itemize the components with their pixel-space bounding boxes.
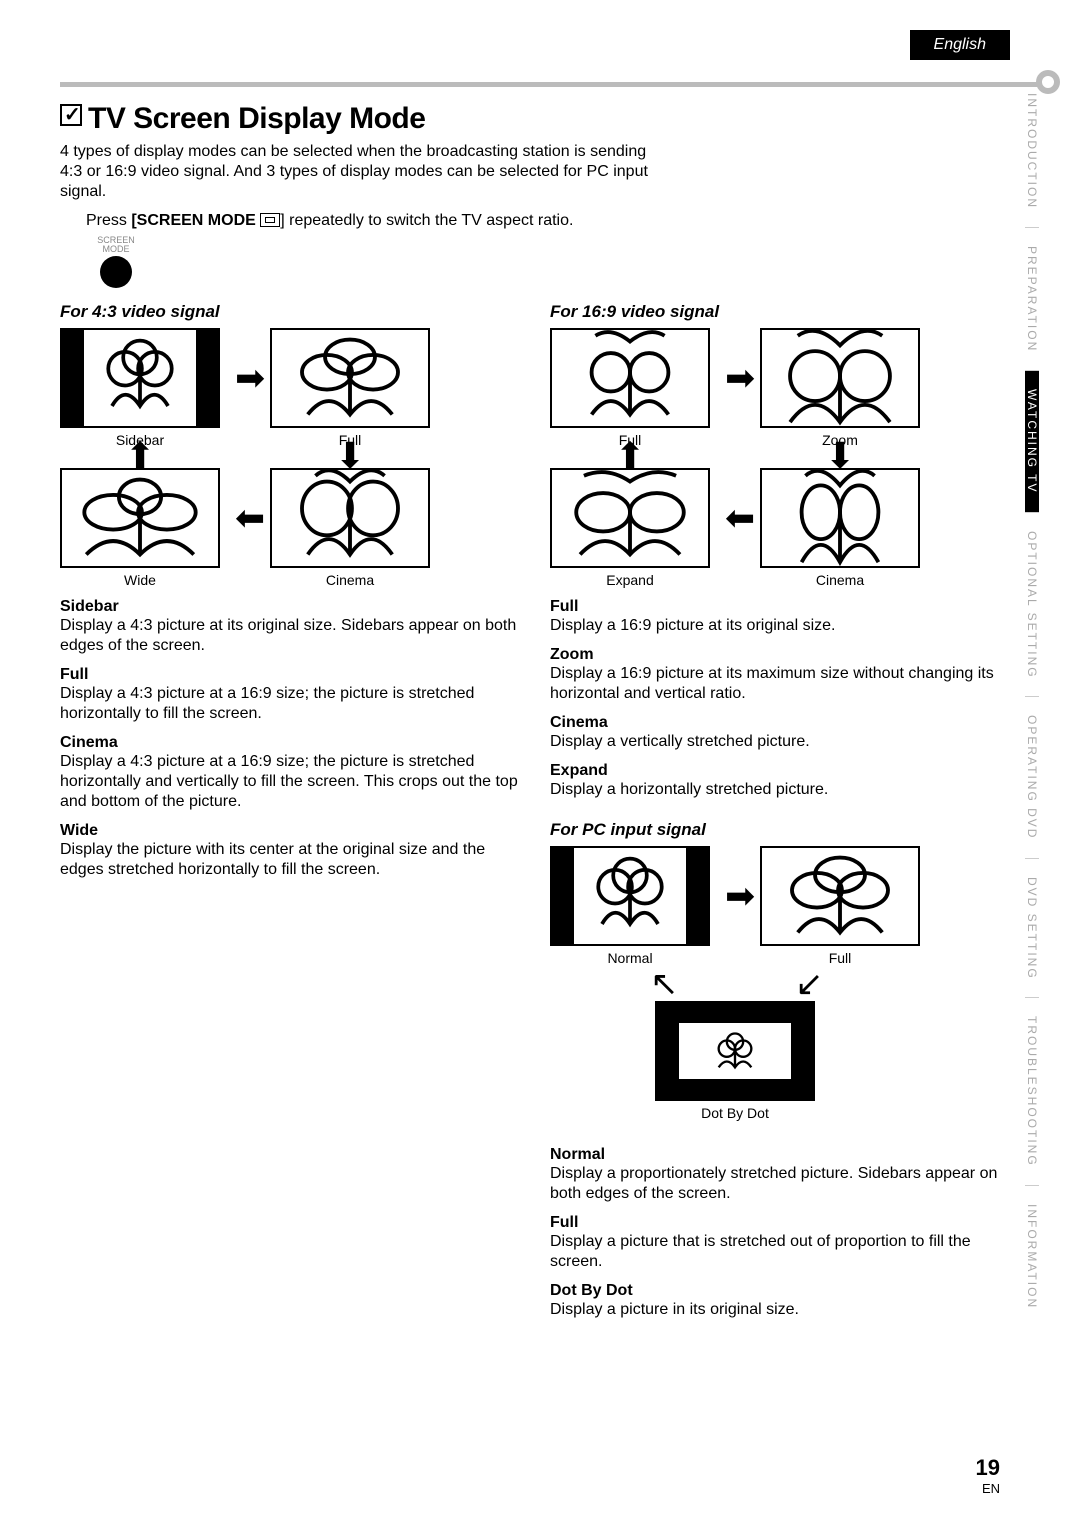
tv-normal-pc [550,846,710,946]
signal-4-3-title: For 4:3 video signal [60,302,520,322]
mode-normal-pc: NormalDisplay a proportionately stretche… [550,1146,1010,1204]
mode-expand: ExpandDisplay a horizontally stretched p… [550,762,1010,800]
arrow-right-icon: ➡ [235,360,265,396]
tv-full-43 [270,328,430,428]
tv-dotbydot [655,1001,815,1101]
mode-zoom: ZoomDisplay a 16:9 picture at its maximu… [550,646,1010,704]
col-4-3: For 4:3 video signal Sidebar Ful [60,302,520,1320]
arrow-diag-icon: ↙ [795,964,824,1004]
tv-zoom [760,328,920,428]
arrow-left-icon: ➡ [235,500,265,536]
label-full-pc: Full [760,950,920,966]
tv-cinema-169 [760,468,920,568]
signal-pc-title: For PC input signal [550,820,1010,840]
mode-full-pc: FullDisplay a picture that is stretched … [550,1214,1010,1272]
tv-wide [60,468,220,568]
arrow-diag-icon: ↖ [650,964,679,1004]
tv-cinema-43 [270,468,430,568]
lang-code: EN [976,1481,1000,1496]
tv-sidebar [60,328,220,428]
mode-sidebar: SidebarDisplay a 4:3 picture at its orig… [60,598,520,656]
arrow-down-icon: ⬇ [335,438,365,474]
tv-expand [550,468,710,568]
label-wide: Wide [60,572,220,588]
intro-text: 4 types of display modes can be selected… [60,142,660,202]
mode-cinema-169: CinemaDisplay a vertically stretched pic… [550,714,1010,752]
mode-full-169: FullDisplay a 16:9 picture at its origin… [550,598,1010,636]
label-normal-pc: Normal [550,950,710,966]
check-icon [60,104,82,126]
button-icon [100,256,132,288]
arrow-right-icon: ➡ [725,878,755,914]
mode-dotbydot: Dot By DotDisplay a picture in its origi… [550,1282,1010,1320]
label-cinema-43: Cinema [270,572,430,588]
tv-full-169 [550,328,710,428]
arrow-up-icon: ⬆ [615,438,645,474]
arrow-down-icon: ⬇ [825,438,855,474]
label-dotbydot: Dot By Dot [655,1105,815,1121]
label-expand: Expand [550,572,710,588]
label-cinema-169: Cinema [760,572,920,588]
mode-wide: WideDisplay the picture with its center … [60,822,520,880]
divider [60,70,1010,94]
signal-16-9-title: For 16:9 video signal [550,302,1010,322]
arrow-up-icon: ⬆ [125,438,155,474]
page-title: TV Screen Display Mode [60,102,1010,136]
arrow-right-icon: ➡ [725,360,755,396]
page-footer: 19 EN [976,1455,1000,1496]
page-number: 19 [976,1455,1000,1481]
page-content: TV Screen Display Mode 4 types of displa… [0,0,1080,1350]
col-16-9: For 16:9 video signal Full Zoom [550,302,1010,1320]
screen-mode-icon [260,213,280,227]
cycle-pc: Normal Full Dot By Dot [550,846,950,1136]
cycle-4-3: Sidebar Full Wide [60,328,460,588]
cycle-16-9: Full Zoom Expand [550,328,950,588]
mode-cinema-43: CinemaDisplay a 4:3 picture at a 16:9 si… [60,734,520,812]
screen-mode-button: SCREEN MODE [86,236,146,288]
instruction: Press [SCREEN MODE ] repeatedly to switc… [86,212,606,230]
tv-full-pc [760,846,920,946]
mode-full-43: FullDisplay a 4:3 picture at a 16:9 size… [60,666,520,724]
arrow-left-icon: ➡ [725,500,755,536]
